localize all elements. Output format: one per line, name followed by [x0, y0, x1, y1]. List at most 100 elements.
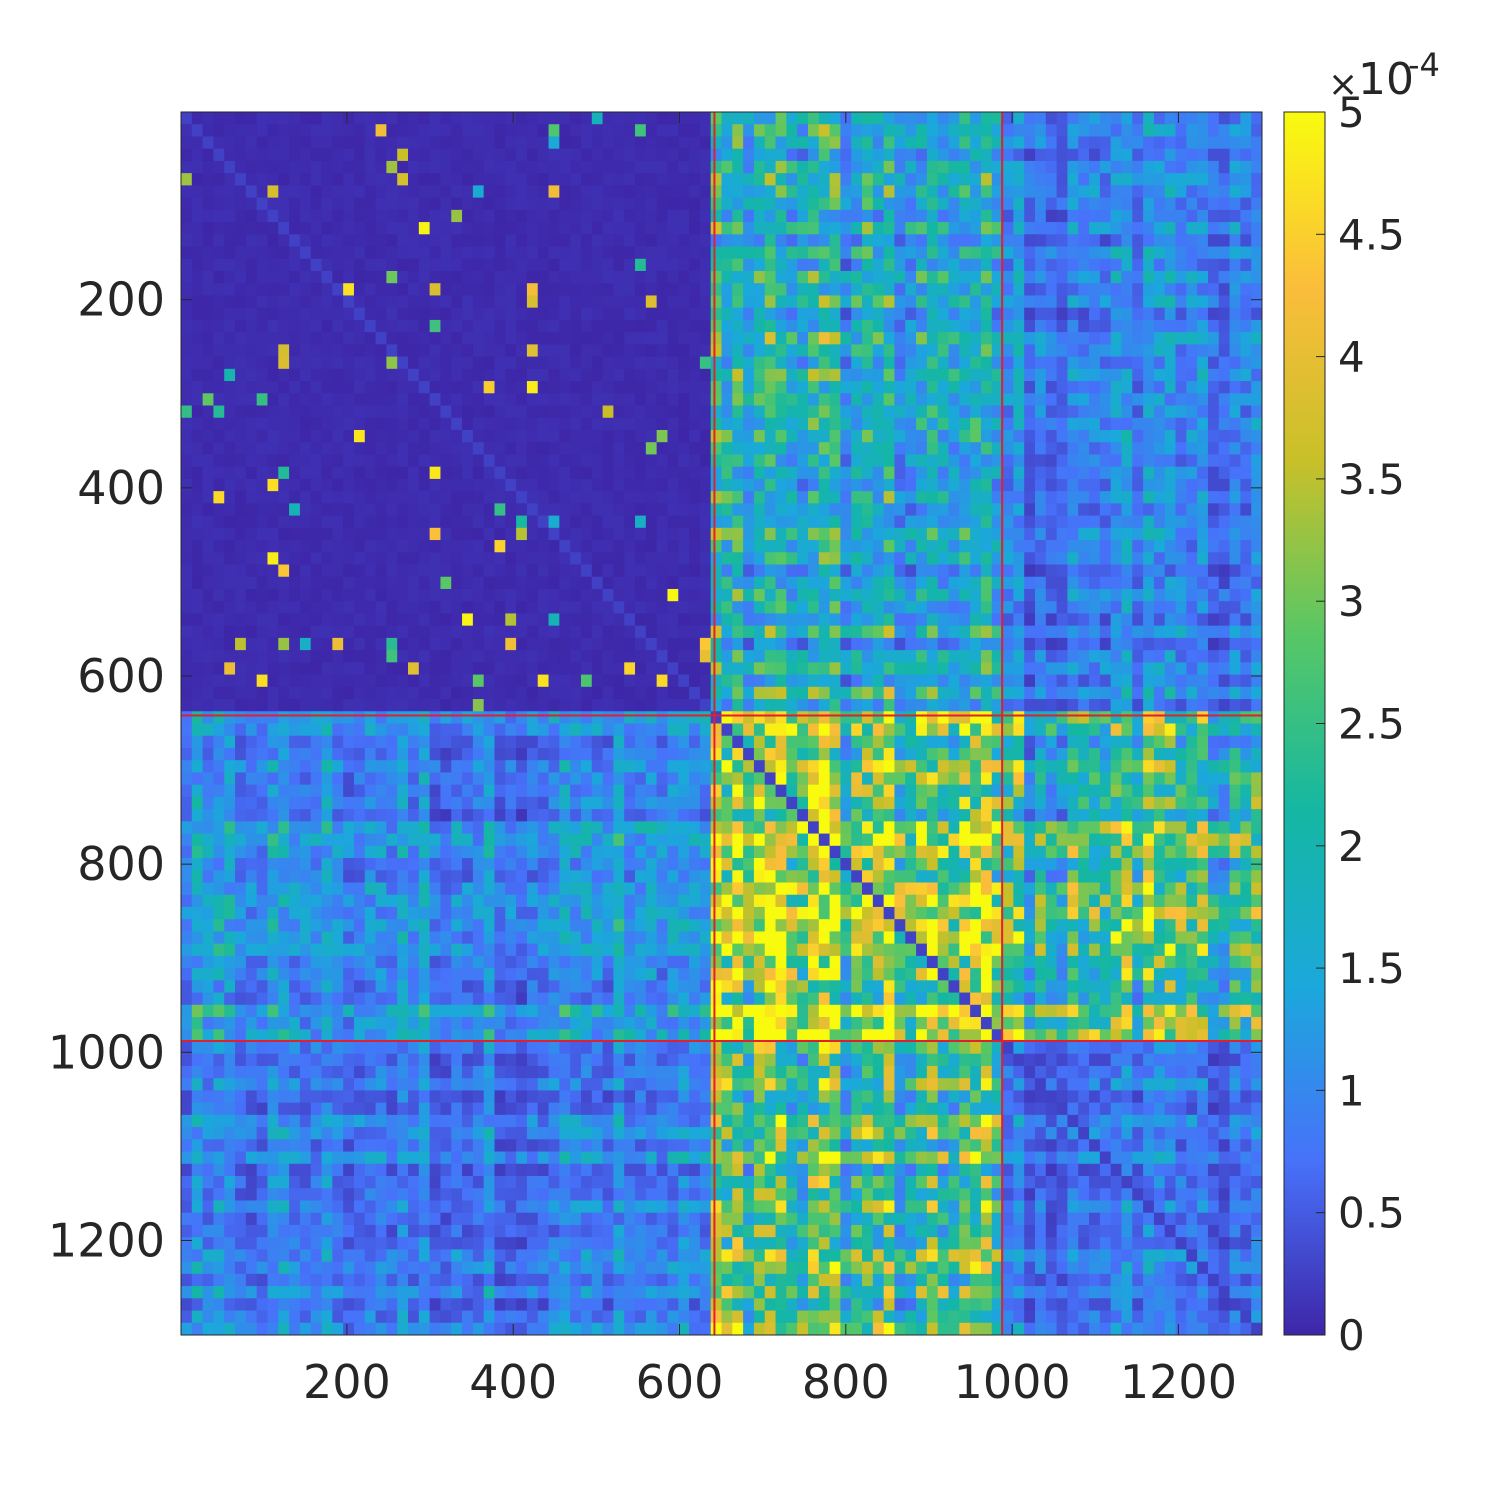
heatmap-cell	[364, 442, 377, 456]
heatmap-cell	[591, 515, 604, 529]
heatmap-cell	[548, 344, 560, 358]
heatmap-cell	[1186, 478, 1198, 492]
heatmap-cell	[807, 503, 820, 517]
heatmap-cell	[667, 588, 679, 602]
heatmap-cell	[224, 540, 236, 553]
heatmap-cell	[494, 283, 506, 297]
heatmap-cell	[418, 576, 431, 590]
heatmap-cell	[494, 527, 506, 541]
heatmap-cell	[256, 283, 269, 297]
heatmap-cell	[872, 246, 885, 260]
heatmap-cell	[375, 173, 387, 186]
heatmap-cell	[364, 625, 377, 639]
heatmap-cell	[667, 491, 679, 504]
heatmap-cell	[959, 197, 971, 211]
heatmap-cell	[343, 674, 355, 688]
heatmap-cell	[1186, 466, 1198, 480]
heatmap-cell	[1240, 185, 1252, 199]
heatmap-cell	[1218, 650, 1231, 663]
heatmap-cell	[743, 283, 755, 297]
heatmap-cell	[764, 601, 777, 615]
heatmap-cell	[678, 674, 690, 688]
heatmap-cell	[278, 197, 290, 211]
heatmap-cell	[753, 197, 766, 211]
heatmap-cell	[732, 332, 744, 345]
heatmap-cell	[797, 454, 809, 468]
heatmap-cell	[1099, 601, 1112, 615]
heatmap-cell	[516, 319, 528, 333]
heatmap-cell	[537, 625, 550, 639]
heatmap-cell	[721, 332, 733, 345]
heatmap-cell	[613, 197, 625, 211]
heatmap-cell	[689, 564, 701, 578]
heatmap-cell	[991, 112, 1004, 125]
heatmap-cell	[710, 454, 723, 468]
heatmap-cell	[397, 148, 409, 162]
heatmap-cell	[267, 197, 279, 211]
heatmap-cell	[916, 307, 928, 321]
heatmap-cell	[851, 222, 863, 235]
heatmap-cell	[1218, 540, 1231, 553]
heatmap-cell	[689, 454, 701, 468]
heatmap-cell	[1034, 625, 1047, 639]
heatmap-cell	[1132, 356, 1144, 370]
heatmap-cell	[948, 368, 960, 382]
heatmap-cell	[797, 209, 809, 223]
heatmap-cell	[959, 454, 971, 468]
heatmap-cell	[678, 613, 690, 627]
heatmap-cell	[959, 319, 971, 333]
heatmap-cell	[429, 674, 442, 688]
heatmap-cell	[1197, 662, 1209, 676]
heatmap-cell	[1229, 270, 1241, 284]
heatmap-cell	[667, 405, 679, 419]
heatmap-cell	[1197, 356, 1209, 370]
heatmap-cell	[667, 478, 679, 492]
heatmap-cell	[310, 209, 323, 223]
heatmap-cell	[1024, 650, 1036, 663]
heatmap-cell	[191, 662, 204, 676]
heatmap-cell	[429, 491, 442, 504]
heatmap-cell	[1121, 613, 1133, 627]
heatmap-cell	[440, 650, 452, 663]
heatmap-cell	[883, 601, 896, 615]
heatmap-cell	[451, 319, 463, 333]
heatmap-cell	[980, 454, 993, 468]
heatmap-cell	[1218, 332, 1231, 345]
heatmap-cell	[970, 197, 982, 211]
heatmap-cell	[1153, 405, 1166, 419]
heatmap-cell	[1240, 552, 1252, 566]
heatmap-cell	[721, 637, 733, 651]
heatmap-cell	[364, 209, 377, 223]
heatmap-cell	[343, 478, 355, 492]
heatmap-cell	[1186, 283, 1198, 297]
heatmap-cell	[1197, 564, 1209, 578]
heatmap-cell	[397, 576, 409, 590]
heatmap-cell	[786, 503, 798, 517]
heatmap-cell	[1078, 405, 1090, 419]
heatmap-cell	[1121, 491, 1133, 504]
heatmap-cell	[570, 173, 582, 186]
heatmap-cell	[191, 393, 204, 407]
heatmap-cell	[224, 442, 236, 456]
heatmap-cell	[472, 307, 485, 321]
heatmap-cell	[786, 295, 798, 309]
heatmap-cell	[1153, 601, 1166, 615]
heatmap-cell	[948, 295, 960, 309]
heatmap-cell	[1121, 112, 1133, 125]
heatmap-cell	[721, 356, 733, 370]
heatmap-cell	[202, 686, 215, 700]
heatmap-cell	[1034, 258, 1047, 272]
heatmap-cell	[526, 454, 539, 468]
heatmap-cell	[678, 307, 690, 321]
heatmap-cell	[753, 368, 766, 382]
heatmap-cell	[1110, 527, 1123, 541]
heatmap-cell	[386, 491, 398, 504]
heatmap-cell	[213, 234, 225, 248]
heatmap-cell	[775, 662, 787, 676]
heatmap-cell	[1110, 552, 1123, 566]
heatmap-cell	[1078, 197, 1090, 211]
heatmap-cell	[267, 270, 279, 284]
heatmap-cell	[483, 417, 496, 431]
heatmap-cell	[1218, 601, 1231, 615]
heatmap-cell	[710, 270, 723, 284]
